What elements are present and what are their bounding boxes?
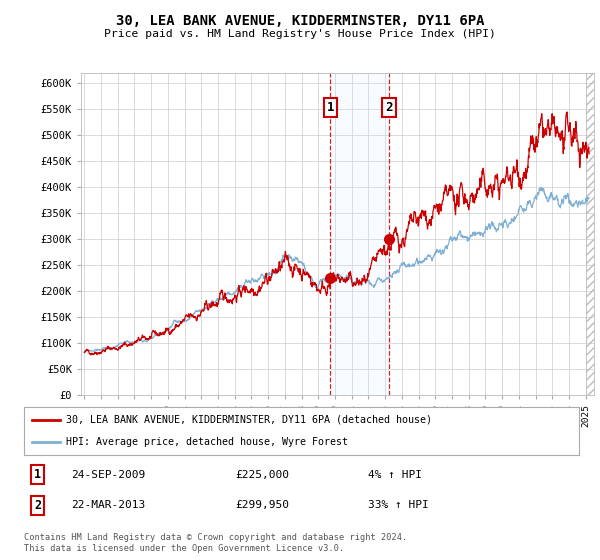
- Text: Contains HM Land Registry data © Crown copyright and database right 2024.
This d: Contains HM Land Registry data © Crown c…: [24, 533, 407, 553]
- Text: £299,950: £299,950: [235, 501, 289, 510]
- Text: 24-SEP-2009: 24-SEP-2009: [71, 470, 145, 479]
- Text: 2: 2: [34, 499, 41, 512]
- Text: 30, LEA BANK AVENUE, KIDDERMINSTER, DY11 6PA (detached house): 30, LEA BANK AVENUE, KIDDERMINSTER, DY11…: [65, 415, 431, 425]
- Text: 33% ↑ HPI: 33% ↑ HPI: [368, 501, 429, 510]
- Text: 1: 1: [327, 101, 334, 114]
- Text: 30, LEA BANK AVENUE, KIDDERMINSTER, DY11 6PA: 30, LEA BANK AVENUE, KIDDERMINSTER, DY11…: [116, 14, 484, 28]
- Text: 4% ↑ HPI: 4% ↑ HPI: [368, 470, 422, 479]
- Bar: [586, 73, 594, 395]
- Text: 22-MAR-2013: 22-MAR-2013: [71, 501, 145, 510]
- Text: 2: 2: [385, 101, 392, 114]
- Bar: [331, 73, 389, 395]
- Text: £225,000: £225,000: [235, 470, 289, 479]
- Text: HPI: Average price, detached house, Wyre Forest: HPI: Average price, detached house, Wyre…: [65, 437, 347, 447]
- Text: Price paid vs. HM Land Registry's House Price Index (HPI): Price paid vs. HM Land Registry's House …: [104, 29, 496, 39]
- Text: 1: 1: [34, 468, 41, 481]
